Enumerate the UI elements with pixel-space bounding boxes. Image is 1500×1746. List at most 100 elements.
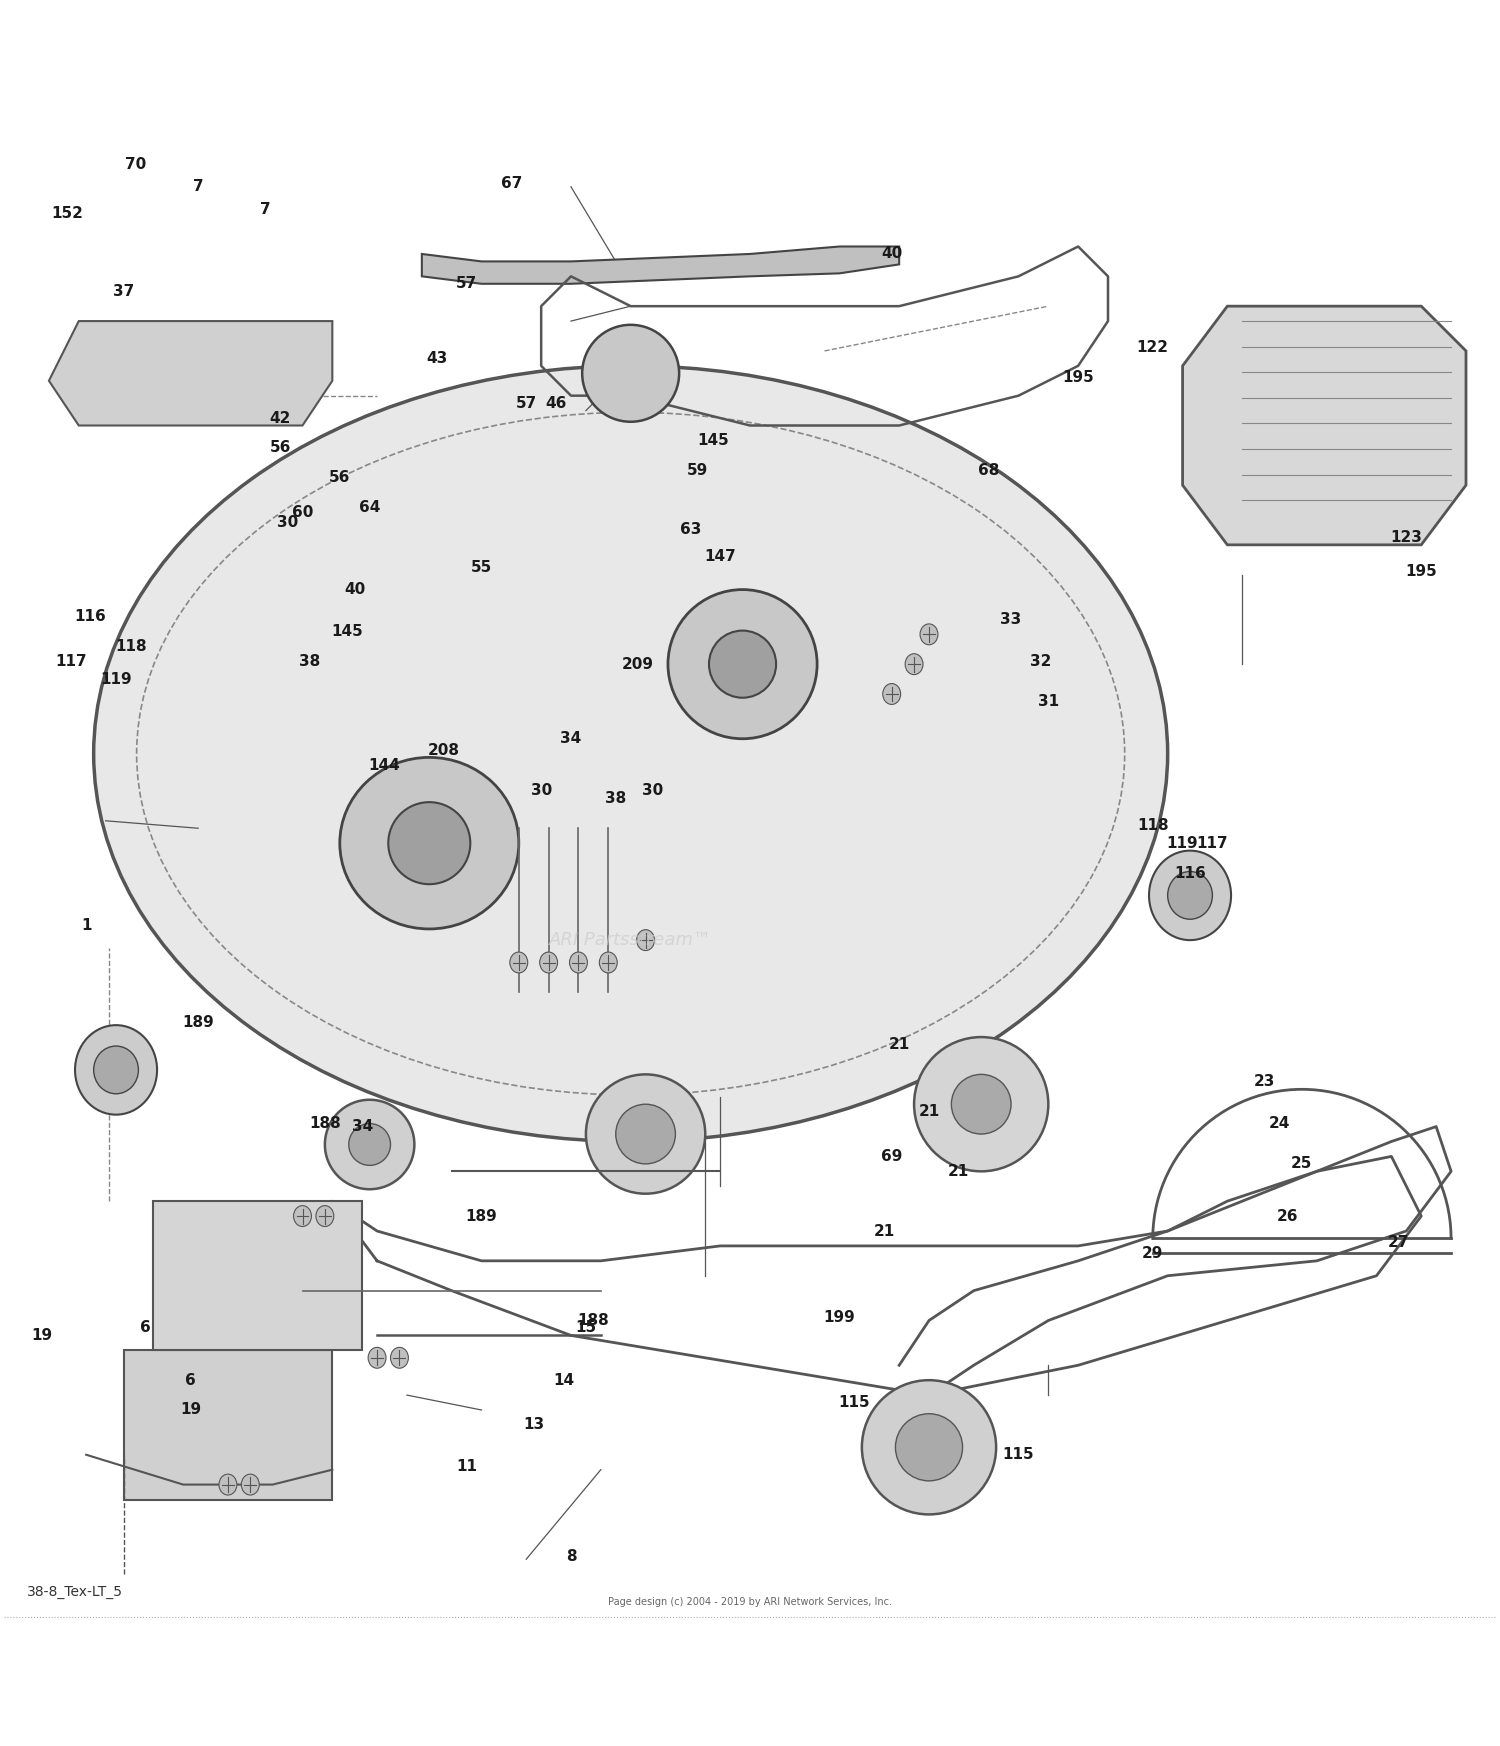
Text: 1: 1 bbox=[81, 918, 92, 932]
Text: 152: 152 bbox=[51, 206, 82, 222]
Text: 189: 189 bbox=[182, 1014, 214, 1030]
Text: 68: 68 bbox=[978, 463, 999, 478]
Text: 118: 118 bbox=[116, 639, 147, 653]
Text: 27: 27 bbox=[1388, 1236, 1410, 1250]
Text: 23: 23 bbox=[1254, 1074, 1275, 1090]
Text: 189: 189 bbox=[465, 1208, 498, 1224]
Text: 208: 208 bbox=[427, 744, 460, 758]
Ellipse shape bbox=[600, 952, 616, 973]
Text: 31: 31 bbox=[1038, 693, 1059, 709]
Ellipse shape bbox=[636, 929, 654, 950]
Ellipse shape bbox=[316, 1206, 334, 1226]
Text: 34: 34 bbox=[561, 732, 582, 746]
Text: 19: 19 bbox=[32, 1329, 53, 1343]
Ellipse shape bbox=[570, 952, 588, 973]
Text: 116: 116 bbox=[1174, 866, 1206, 880]
Ellipse shape bbox=[710, 630, 776, 698]
Ellipse shape bbox=[390, 1348, 408, 1369]
Ellipse shape bbox=[93, 367, 1167, 1142]
Ellipse shape bbox=[582, 325, 680, 423]
Text: 34: 34 bbox=[351, 1119, 374, 1135]
Text: 25: 25 bbox=[1292, 1156, 1312, 1172]
Text: 37: 37 bbox=[112, 285, 134, 299]
Text: 118: 118 bbox=[1137, 817, 1168, 833]
Ellipse shape bbox=[668, 590, 818, 739]
Ellipse shape bbox=[93, 1046, 138, 1093]
Ellipse shape bbox=[294, 1206, 312, 1226]
Text: 188: 188 bbox=[309, 1116, 340, 1131]
Text: 119: 119 bbox=[1167, 836, 1198, 850]
Text: 59: 59 bbox=[687, 463, 708, 478]
Text: 57: 57 bbox=[516, 396, 537, 410]
Text: 199: 199 bbox=[824, 1310, 855, 1325]
Text: 30: 30 bbox=[531, 784, 552, 798]
Text: 115: 115 bbox=[1002, 1447, 1035, 1461]
Ellipse shape bbox=[862, 1379, 996, 1514]
Text: 116: 116 bbox=[75, 609, 106, 623]
Text: 64: 64 bbox=[358, 499, 381, 515]
Text: 30: 30 bbox=[278, 515, 298, 531]
Ellipse shape bbox=[219, 1474, 237, 1495]
Polygon shape bbox=[1182, 306, 1466, 545]
Ellipse shape bbox=[951, 1074, 1011, 1135]
Text: 144: 144 bbox=[369, 758, 400, 773]
Text: 13: 13 bbox=[524, 1418, 544, 1432]
Ellipse shape bbox=[615, 1103, 675, 1165]
Ellipse shape bbox=[884, 683, 900, 704]
Text: 15: 15 bbox=[576, 1320, 597, 1336]
Text: 56: 56 bbox=[270, 440, 291, 456]
Ellipse shape bbox=[510, 952, 528, 973]
Text: 21: 21 bbox=[873, 1224, 895, 1238]
Text: 8: 8 bbox=[566, 1549, 576, 1564]
Ellipse shape bbox=[586, 1074, 705, 1194]
Polygon shape bbox=[422, 246, 898, 285]
Text: Page design (c) 2004 - 2019 by ARI Network Services, Inc.: Page design (c) 2004 - 2019 by ARI Netwo… bbox=[608, 1598, 892, 1606]
Text: 122: 122 bbox=[1137, 340, 1168, 356]
Text: 14: 14 bbox=[554, 1372, 574, 1388]
Text: 145: 145 bbox=[698, 433, 729, 449]
Text: 115: 115 bbox=[839, 1395, 870, 1411]
Text: 11: 11 bbox=[456, 1460, 477, 1474]
Text: 188: 188 bbox=[578, 1313, 609, 1329]
Ellipse shape bbox=[1149, 850, 1232, 939]
Ellipse shape bbox=[75, 1025, 158, 1114]
Text: 24: 24 bbox=[1269, 1116, 1290, 1131]
Text: 57: 57 bbox=[456, 276, 477, 292]
Text: 63: 63 bbox=[680, 522, 700, 538]
Text: 21: 21 bbox=[918, 1103, 939, 1119]
Text: 29: 29 bbox=[1142, 1247, 1164, 1261]
Text: 38-8_Tex-LT_5: 38-8_Tex-LT_5 bbox=[27, 1585, 123, 1599]
Text: 21: 21 bbox=[948, 1165, 969, 1179]
Ellipse shape bbox=[540, 952, 558, 973]
Polygon shape bbox=[50, 321, 333, 426]
Text: 123: 123 bbox=[1390, 529, 1422, 545]
Text: 60: 60 bbox=[292, 505, 314, 520]
Text: 209: 209 bbox=[622, 656, 654, 672]
Text: 67: 67 bbox=[501, 176, 522, 192]
Ellipse shape bbox=[914, 1037, 1048, 1172]
Ellipse shape bbox=[896, 1414, 963, 1481]
Ellipse shape bbox=[326, 1100, 414, 1189]
Text: 56: 56 bbox=[328, 470, 351, 485]
Text: 46: 46 bbox=[546, 396, 567, 410]
Text: 70: 70 bbox=[124, 157, 146, 171]
Text: 7: 7 bbox=[194, 180, 204, 194]
Ellipse shape bbox=[904, 653, 922, 674]
Text: 6: 6 bbox=[184, 1372, 196, 1388]
Ellipse shape bbox=[388, 801, 471, 883]
Text: 42: 42 bbox=[270, 410, 291, 426]
Text: 40: 40 bbox=[880, 246, 903, 262]
Ellipse shape bbox=[920, 623, 938, 644]
Text: 38: 38 bbox=[300, 653, 321, 669]
Ellipse shape bbox=[340, 758, 519, 929]
Text: 40: 40 bbox=[344, 581, 366, 597]
Text: 32: 32 bbox=[1030, 653, 1051, 669]
Text: 195: 195 bbox=[1062, 370, 1094, 386]
Ellipse shape bbox=[348, 1124, 390, 1165]
Text: 26: 26 bbox=[1276, 1208, 1298, 1224]
Text: 147: 147 bbox=[705, 550, 736, 564]
Text: 55: 55 bbox=[471, 560, 492, 574]
Text: 195: 195 bbox=[1406, 564, 1437, 580]
Text: 69: 69 bbox=[880, 1149, 903, 1165]
Text: 43: 43 bbox=[426, 351, 447, 367]
